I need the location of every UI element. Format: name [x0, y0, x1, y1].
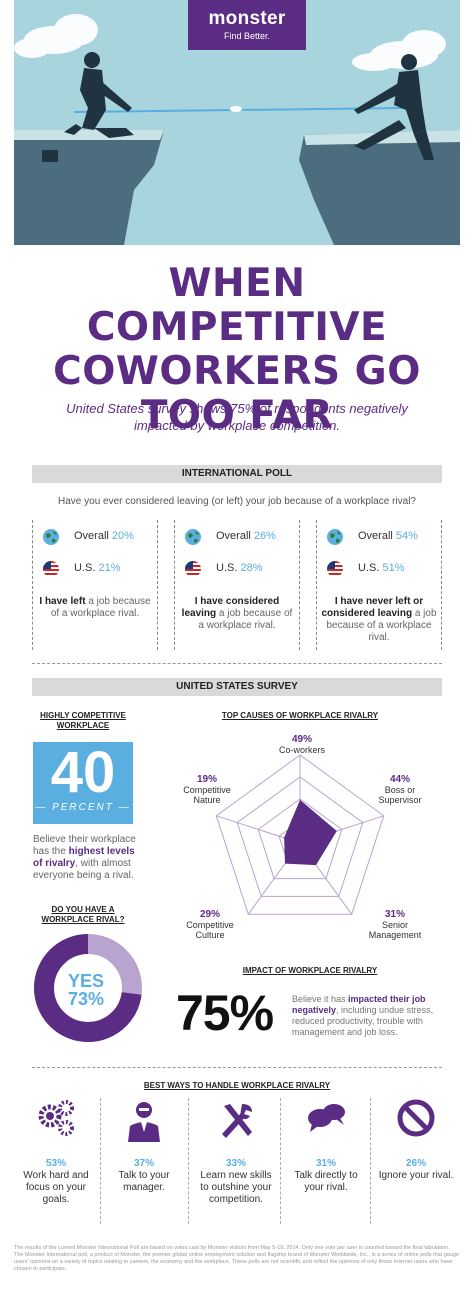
manager-icon [128, 1102, 160, 1142]
highly-competitive-desc: Believe their workplace has the highest … [33, 834, 136, 881]
impact-heading: IMPACT OF WORKPLACE RIVALRY [242, 966, 378, 975]
subtitle: United States survey shows 75% of respon… [66, 401, 408, 433]
tools-icon [222, 1104, 252, 1138]
radar-axis-label: 31% Senior Management [368, 909, 422, 941]
tug-of-war-illustration [14, 14, 460, 245]
impact-desc: Believe it has impacted their job negati… [292, 994, 434, 1037]
highly-competitive-heading: HIGHLY COMPETITIVE WORKPLACE [40, 711, 126, 730]
poll-description: I have never left or considered leaving … [321, 596, 437, 643]
us-flag-icon [327, 561, 343, 577]
ways-heading: BEST WAYS TO HANDLE WORKPLACE RIVALRY [143, 1081, 331, 1090]
rival-percent: 73% [67, 989, 105, 1009]
globe-icon [327, 529, 343, 545]
footer-disclaimer: The results of the current Monster Inter… [14, 1245, 460, 1272]
way-text: 37% Talk to your manager. [118, 1158, 170, 1193]
radar-data-polygon [284, 799, 337, 866]
way-text: 53% Work hard and focus on your goals. [23, 1158, 89, 1205]
percent-label: — PERCENT — [35, 802, 131, 813]
poll-question: Have you ever considered leaving (or lef… [58, 496, 416, 507]
radar-grid-ring [215, 754, 385, 915]
globe-icon [43, 529, 59, 545]
forty-percent-box: 40 — PERCENT — [33, 742, 133, 824]
monster-logo[interactable]: monster Find Better. [188, 0, 306, 50]
donut-yes-arc [34, 934, 142, 1042]
rival-answer-label: YES 73% [46, 972, 126, 1008]
forty-number: 40 [50, 740, 116, 805]
section-divider-2 [32, 1067, 442, 1068]
way-text: 26% Ignore your rival. [378, 1158, 454, 1181]
way-text: 33% Learn new skills to outshine your com… [200, 1158, 272, 1205]
radar-axis-label: 19% Competitive Nature [183, 774, 231, 806]
impact-percent: 75% [176, 985, 274, 1041]
column-bracket-left [32, 520, 38, 650]
title-line-1: WHEN COMPETITIVE [86, 261, 388, 350]
international-poll-header: INTERNATIONAL POLL [32, 465, 442, 483]
poll-description: I have left a job because of a workplace… [39, 596, 151, 619]
radar-axis-label: 29% Competitive Culture [186, 909, 234, 941]
speech-bubbles-icon [308, 1104, 345, 1132]
way-separator [280, 1098, 281, 1224]
title-line-3: TOO FAR [140, 393, 334, 438]
way-separator [370, 1098, 371, 1224]
rival-heading: DO YOU HAVE A WORKPLACE RIVAL? [41, 905, 125, 924]
causes-heading: TOP CAUSES OF WORKPLACE RIVALRY [221, 711, 379, 720]
logo-name: monster [208, 8, 286, 29]
logo-tagline: Find Better. [223, 31, 271, 41]
page-title: WHEN COMPETITIVE COWORKERS GO TOO FAR [14, 262, 460, 438]
us-survey-header: UNITED STATES SURVEY [32, 678, 442, 696]
title-line-2: COWORKERS GO [53, 349, 421, 394]
causes-radar-chart [215, 754, 385, 915]
column-bracket-right [152, 520, 158, 650]
radar-grid-ring [236, 776, 364, 897]
way-text: 31% Talk directly to your rival. [294, 1158, 358, 1193]
rival-donut-chart [34, 934, 142, 1042]
rival-answer: YES [67, 971, 105, 991]
section-divider [32, 663, 442, 664]
gears-icon [38, 1100, 74, 1136]
column-bracket-right [294, 520, 300, 650]
poll-column: Overall 54% U.S. 51% I have [316, 520, 442, 650]
poll-column: Overall 26% U.S. 28% I have [174, 520, 300, 650]
radar-axis-label: 49% Co-workers [278, 734, 325, 756]
way-separator [100, 1098, 101, 1224]
column-bracket-right [436, 520, 442, 650]
globe-icon [185, 529, 201, 545]
poll-column: Overall 20% U.S. 21% I have [32, 520, 158, 650]
way-separator [188, 1098, 189, 1224]
hero-illustration: monster Find Better. [14, 0, 460, 245]
poll-description: I have considered leaving a job because … [181, 596, 293, 631]
us-flag-icon [43, 561, 59, 577]
no-symbol-icon [397, 1099, 435, 1137]
column-bracket-left [174, 520, 180, 650]
radar-grid-ring [257, 798, 343, 880]
radar-axis-label: 44% Boss or Supervisor [378, 774, 422, 806]
us-flag-icon [185, 561, 201, 577]
column-bracket-left [316, 520, 322, 650]
